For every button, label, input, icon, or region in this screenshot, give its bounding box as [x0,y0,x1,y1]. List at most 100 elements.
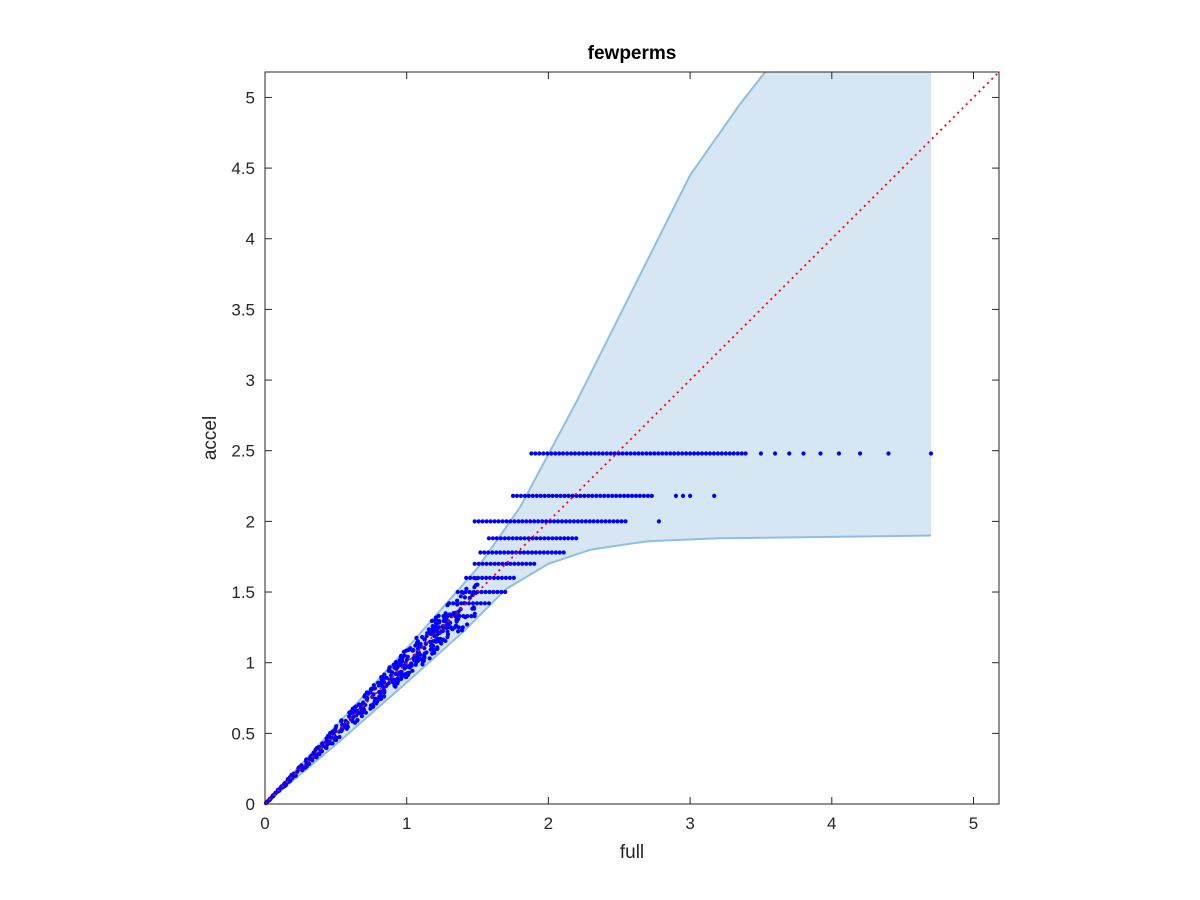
data-point [445,634,450,640]
data-point [566,536,571,541]
data-point [561,451,566,456]
data-point [476,561,481,566]
data-point [610,493,615,498]
data-point [502,550,507,555]
data-point [365,696,370,701]
data-point [317,752,322,757]
data-point [558,493,563,498]
data-point [494,536,499,541]
data-point [524,519,529,524]
data-point [510,493,516,498]
data-point [534,493,539,498]
data-point [480,575,485,581]
data-point [502,536,507,541]
data-point [562,536,567,541]
data-point [574,536,579,541]
data-point [327,734,332,739]
data-point [496,519,501,524]
data-point [648,451,653,456]
data-point [711,451,717,456]
data-point [606,493,611,498]
data-point [371,702,376,707]
data-point [695,451,701,456]
data-point [525,550,531,555]
data-point [622,493,627,498]
data-point [591,519,596,524]
data-point [699,451,705,456]
y-tick-label: 1.5 [231,583,255,602]
data-point [554,493,559,498]
data-point [467,589,472,595]
data-point [413,643,418,648]
data-point [476,575,481,581]
data-point [604,451,609,456]
data-point [538,493,543,498]
data-point [836,451,842,456]
y-tick-label: 2 [246,512,255,531]
data-point [537,451,542,456]
data-point [465,622,470,627]
data-point [492,561,497,566]
data-point [503,589,508,595]
y-tick-label: 1 [246,654,255,673]
data-point [379,696,384,702]
y-axis-ticks: 0 0.5 1 1.5 2 2.5 3 3.5 4 4.5 5 [231,88,999,814]
data-point [688,493,693,498]
data-point [645,493,651,498]
data-point [529,451,534,456]
data-point [492,519,497,524]
data-point [471,589,476,595]
data-point [323,744,328,749]
y-tick-label: 3.5 [231,300,255,319]
data-point [575,519,581,524]
data-point [787,451,792,456]
data-point [457,614,462,619]
data-point [514,536,519,541]
data-point [598,493,603,498]
data-point [452,625,457,630]
data-point [602,493,607,498]
data-point [688,451,693,456]
data-point [482,550,487,555]
y-tick-label: 0 [246,795,255,814]
data-point [536,519,541,524]
data-point [596,451,601,456]
data-point [818,451,823,456]
data-point [484,575,489,581]
data-point [603,519,608,524]
data-point [484,519,489,524]
data-point [607,519,612,524]
data-point [528,561,533,566]
data-point [537,550,543,555]
data-point [458,594,463,599]
data-point [422,653,427,658]
data-point [567,519,573,524]
data-point [339,719,344,724]
data-point [554,536,559,541]
data-point [413,657,419,662]
data-point [482,601,487,606]
data-point [692,451,697,456]
data-point [644,451,649,456]
data-point [368,706,373,711]
data-point [542,493,547,498]
data-point [516,561,521,566]
data-point [427,639,433,644]
data-point [584,451,590,456]
data-point [559,519,565,524]
data-point [521,550,527,555]
data-point [472,613,477,619]
data-point [468,575,473,581]
data-point [592,451,598,456]
data-point [522,493,528,498]
data-point [472,519,477,524]
data-point [538,536,543,541]
data-point [526,493,531,498]
data-point [404,657,409,662]
data-point [431,647,437,652]
data-point [480,561,485,566]
data-point [625,493,631,498]
data-point [402,653,407,658]
data-point [676,451,681,456]
data-point [472,575,477,581]
